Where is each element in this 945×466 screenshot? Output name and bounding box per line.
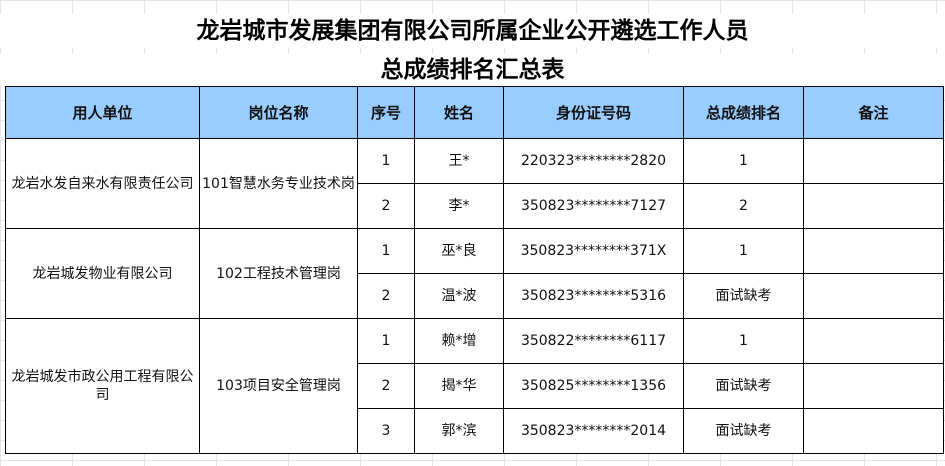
id-cell: 350823********371X — [503, 228, 684, 274]
rank-cell: 1 — [683, 318, 804, 364]
header-row: 用人单位 岗位名称 序号 姓名 身份证号码 总成绩排名 备注 — [5, 86, 944, 139]
post-cell: 101智慧水务专业技术岗 — [199, 138, 358, 229]
table-row: 2 李* 350823********7127 2 — [6, 183, 944, 229]
table-row: 龙岩水发自来水有限责任公司 101智慧水务专业技术岗 1 王* 220323******… — [5, 138, 944, 229]
no-cell: 1 — [357, 318, 415, 364]
name-cell: 揭*华 — [414, 363, 504, 409]
table-row: 3 郭*滨 350823********2014 面试缺考 — [6, 408, 944, 454]
no-cell: 1 — [357, 228, 415, 274]
note-cell — [803, 228, 944, 274]
rank-cell: 1 — [683, 228, 804, 274]
id-cell: 350825********1356 — [503, 363, 684, 409]
post-cell: 103项目安全管理岗 — [199, 318, 358, 454]
table-row: 龙岩城发市政公用工程有限公司 103项目安全管理岗 1 赖*增 350822******… — [5, 318, 944, 454]
header-no: 序号 — [357, 86, 415, 139]
name-cell: 温*波 — [414, 273, 504, 319]
note-cell — [803, 318, 944, 364]
name-cell: 巫*良 — [414, 228, 504, 274]
name-cell: 赖*增 — [414, 318, 504, 364]
table-row: 2 温*波 350823********5316 面试缺考 — [6, 273, 944, 319]
ranking-table: 用人单位 岗位名称 序号 姓名 身份证号码 总成绩排名 备注 龙岩水发自来水有限… — [5, 86, 944, 454]
no-cell: 2 — [357, 363, 415, 409]
header-post: 岗位名称 — [199, 86, 358, 139]
header-note: 备注 — [803, 86, 944, 139]
post-cell: 102工程技术管理岗 — [199, 228, 358, 319]
id-cell: 220323********2820 — [503, 138, 684, 184]
title-line-1: 龙岩城市发展集团有限公司所属企业公开遴选工作人员 — [0, 14, 945, 48]
unit-cell: 龙岩水发自来水有限责任公司 — [5, 138, 200, 229]
table-row: 2 揭*华 350825********1356 面试缺考 — [6, 363, 944, 409]
note-cell — [803, 408, 944, 454]
id-cell: 350822********6117 — [503, 318, 684, 364]
name-cell: 李* — [414, 183, 504, 229]
unit-cell: 龙岩城发物业有限公司 — [5, 228, 200, 319]
id-cell: 350823********2014 — [503, 408, 684, 454]
rank-cell: 面试缺考 — [683, 273, 804, 319]
rank-cell: 1 — [683, 138, 804, 184]
id-cell: 350823********7127 — [503, 183, 684, 229]
header-unit: 用人单位 — [5, 86, 200, 139]
note-cell — [803, 363, 944, 409]
header-name: 姓名 — [414, 86, 504, 139]
id-cell: 350823********5316 — [503, 273, 684, 319]
note-cell — [803, 183, 944, 229]
rank-cell: 面试缺考 — [683, 408, 804, 454]
no-cell: 3 — [357, 408, 415, 454]
name-cell: 郭*滨 — [414, 408, 504, 454]
note-cell — [803, 273, 944, 319]
no-cell: 1 — [357, 138, 415, 184]
table-row: 龙岩城发物业有限公司 102工程技术管理岗 1 巫*良 350823********37… — [5, 228, 944, 319]
no-cell: 2 — [357, 183, 415, 229]
header-rank: 总成绩排名 — [683, 86, 804, 139]
rank-cell: 2 — [683, 183, 804, 229]
name-cell: 王* — [414, 138, 504, 184]
rank-cell: 面试缺考 — [683, 363, 804, 409]
no-cell: 2 — [357, 273, 415, 319]
unit-cell: 龙岩城发市政公用工程有限公司 — [5, 318, 200, 454]
note-cell — [803, 138, 944, 184]
title-line-2: 总成绩排名汇总表 — [0, 54, 945, 86]
header-id: 身份证号码 — [503, 86, 684, 139]
